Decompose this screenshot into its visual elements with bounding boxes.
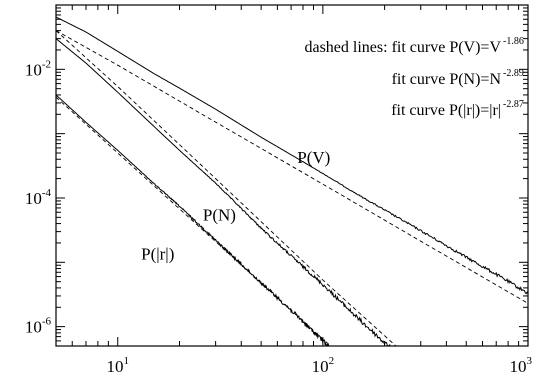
label-group: P(V) P(N) P(|r|) dashed lines: fit curve P(…	[141, 36, 524, 264]
series-group	[56, 16, 528, 346]
plot-frame	[55, 4, 529, 347]
axis-ticks: 101 102 103 10-2 10-4 10-6	[25, 4, 533, 376]
series-line-p-r	[56, 94, 330, 346]
y-tick-label: 10-2	[25, 58, 51, 79]
series-label: P(V)	[297, 148, 330, 167]
y-tick-label: 10-4	[25, 187, 52, 208]
x-tick-label: 101	[106, 355, 128, 376]
legend-line: fit curve P(N)=N	[392, 71, 502, 88]
series-label: P(|r|)	[141, 245, 174, 264]
x-tick-label: 102	[312, 355, 335, 376]
legend-line: fit curve P(|r|)=|r|	[391, 102, 501, 119]
series-label: P(N)	[203, 205, 236, 224]
x-tick-label: 103	[510, 355, 533, 376]
series-line-fit-p-n	[56, 30, 397, 346]
legend-exponent: -1.86	[503, 36, 524, 47]
series-line-p-v	[56, 16, 528, 295]
legend-exponent: -2.89	[503, 68, 524, 79]
y-tick-label: 10-6	[25, 316, 52, 337]
legend-exponent: -2.87	[503, 99, 524, 110]
series-line-fit-p-v	[56, 30, 528, 304]
series-line-p-n	[56, 38, 393, 346]
legend-line: dashed lines: fit curve P(V)=V	[304, 39, 501, 56]
